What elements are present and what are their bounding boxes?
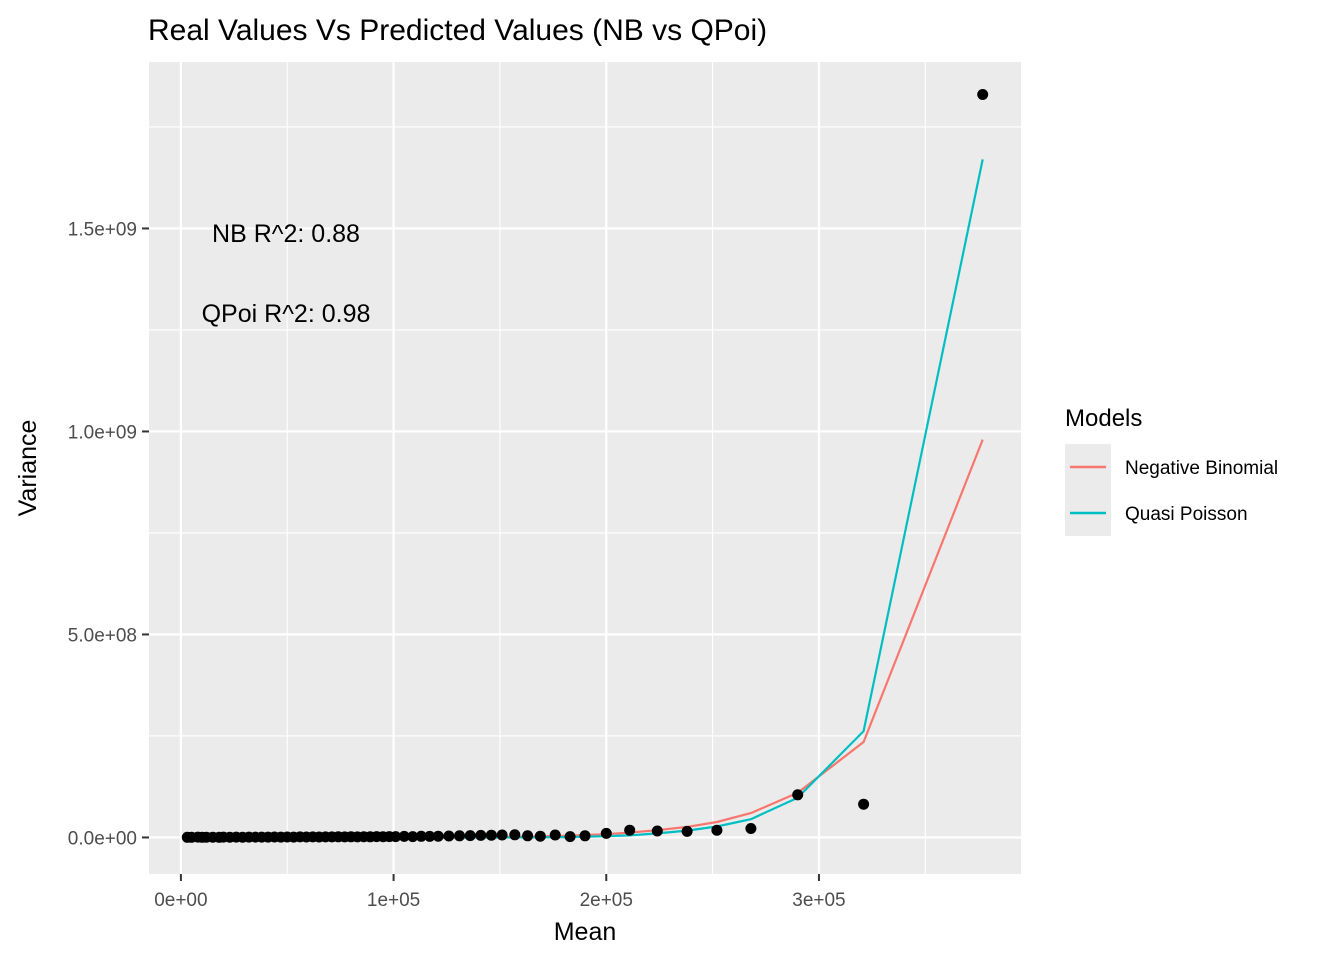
data-point — [600, 827, 612, 839]
data-point — [681, 825, 693, 837]
data-point — [398, 830, 410, 842]
data-point — [549, 829, 561, 841]
data-point — [858, 798, 870, 810]
data-point — [534, 830, 546, 842]
grid-lines — [149, 62, 1021, 874]
data-point — [432, 830, 444, 842]
data-point — [407, 831, 419, 843]
plot-panel — [149, 62, 1021, 874]
data-point — [475, 829, 487, 841]
y-tick-label: 0.0e+00 — [68, 828, 137, 849]
data-points — [181, 89, 989, 843]
data-point — [564, 831, 576, 843]
data-point — [464, 830, 476, 842]
data-point — [509, 829, 521, 841]
data-point — [415, 830, 427, 842]
data-point — [496, 829, 508, 841]
data-point — [485, 829, 497, 841]
r-squared-annotation: QPoi R^2: 0.98 — [202, 300, 371, 328]
data-point — [424, 830, 436, 842]
y-tick-label: 1.5e+09 — [68, 219, 137, 240]
data-point — [624, 824, 636, 836]
data-point — [745, 823, 757, 834]
data-point — [454, 830, 465, 842]
r-squared-annotation: NB R^2: 0.88 — [212, 220, 360, 248]
legend-label: Quasi Poisson — [1125, 504, 1248, 525]
x-tick-label: 0e+00 — [154, 890, 207, 911]
data-point — [522, 830, 534, 842]
data-point — [977, 89, 989, 100]
data-point — [792, 789, 804, 801]
legend-label: Negative Binomial — [1125, 458, 1278, 479]
y-tick-label: 1.0e+09 — [68, 422, 137, 443]
legend: Models Negative Binomial Quasi Poisson — [1065, 405, 1278, 536]
annotations: NB R^2: 0.88 QPoi R^2: 0.98 — [202, 220, 371, 328]
data-point — [711, 824, 723, 836]
data-point — [443, 830, 455, 842]
data-point — [651, 825, 663, 837]
chart-title: Real Values Vs Predicted Values (NB vs Q… — [148, 14, 767, 47]
x-tick-label: 1e+05 — [367, 890, 420, 911]
x-tick-label: 3e+05 — [792, 890, 845, 911]
y-axis-label: Variance — [14, 420, 42, 517]
y-tick-label: 5.0e+08 — [68, 625, 137, 646]
data-point — [390, 831, 402, 843]
y-axis-ticks: 0.0e+00 5.0e+08 1.0e+09 1.5e+09 — [68, 219, 149, 849]
x-axis-ticks: 0e+00 1e+05 2e+05 3e+05 — [154, 874, 846, 911]
legend-title: Models — [1065, 405, 1142, 432]
x-axis-label: Mean — [554, 918, 617, 946]
x-tick-label: 2e+05 — [580, 890, 633, 911]
data-point — [579, 830, 591, 842]
